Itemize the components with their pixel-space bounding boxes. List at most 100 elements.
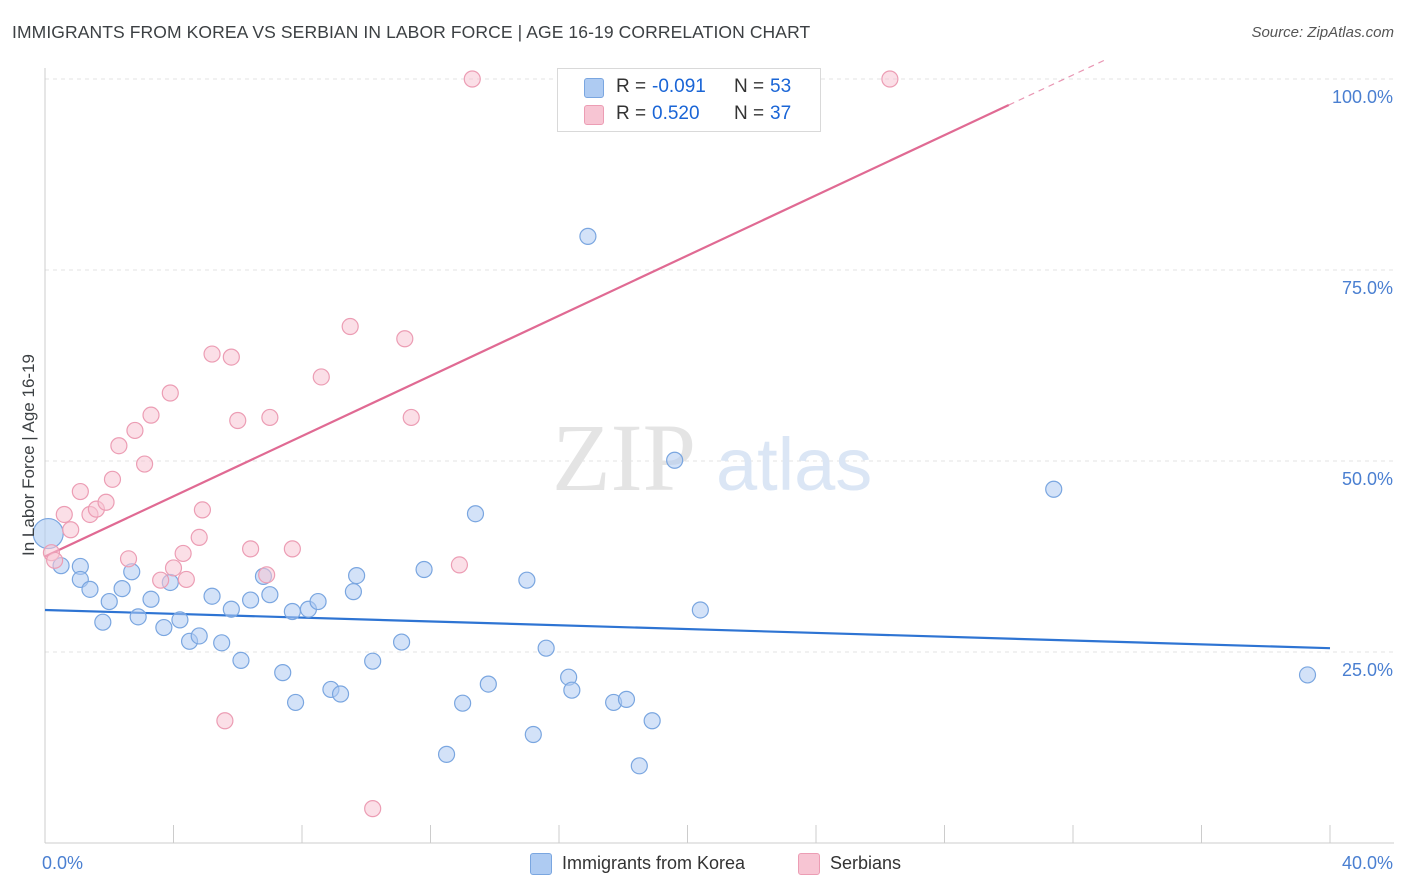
serbian-point	[71, 482, 89, 501]
korea-point	[666, 451, 684, 469]
serbian-point	[312, 368, 330, 386]
korea-point	[309, 592, 327, 611]
correlation-legend: R = -0.091 N = 53 R = 0.520 N = 37	[557, 68, 821, 132]
axes: 25.0% 50.0% 75.0% 100.0% 0.0% 40.0%	[42, 68, 1394, 873]
serbian-point	[103, 470, 122, 488]
korea-point	[142, 590, 160, 608]
serbian-point	[119, 550, 138, 568]
korea-point	[100, 592, 118, 611]
serbian-point	[881, 70, 899, 88]
korea-point	[331, 685, 350, 703]
serbian-trend-extension	[1008, 59, 1106, 106]
korea-point	[563, 681, 581, 699]
serbian-point	[126, 421, 144, 440]
legend-row-korea: R = -0.091 N = 53	[558, 74, 820, 101]
korea-point	[190, 627, 208, 645]
korea-point	[113, 579, 131, 598]
korea-r-value: -0.091	[652, 76, 706, 97]
y-tick-label: 25.0%	[1342, 660, 1393, 680]
serbian-point	[402, 408, 420, 427]
bottom-korea-label: Immigrants from Korea	[562, 853, 746, 873]
serbian-point	[258, 566, 276, 584]
korea-point	[537, 639, 555, 657]
korea-point	[213, 634, 231, 652]
y-tick-label: 50.0%	[1342, 469, 1393, 489]
bottom-serbian-swatch	[798, 853, 820, 875]
korea-point	[348, 566, 366, 585]
serbian-point	[242, 540, 260, 558]
korea-point	[94, 613, 112, 631]
serbian-point	[164, 559, 183, 577]
korea-point	[261, 586, 279, 604]
serbian-point	[283, 540, 301, 558]
korea-point	[203, 587, 221, 605]
serbian-point	[216, 712, 234, 730]
serbian-point	[174, 544, 192, 563]
korea-swatch	[584, 78, 604, 98]
y-tick-label: 75.0%	[1342, 278, 1393, 298]
data-points	[32, 70, 1317, 818]
serbian-point	[261, 408, 279, 427]
serbian-point	[463, 70, 481, 88]
serbian-point	[55, 505, 73, 524]
serbian-point	[364, 800, 382, 818]
korea-point	[1045, 480, 1063, 498]
serbian-r-label: R =	[616, 103, 647, 124]
korea-point	[81, 580, 99, 598]
serbian-point	[190, 528, 208, 547]
korea-point	[466, 505, 485, 523]
bottom-serbian-label: Serbians	[830, 853, 902, 873]
korea-point	[286, 693, 305, 712]
y-tick-label: 100.0%	[1332, 87, 1393, 107]
serbian-trend-line	[44, 104, 1010, 558]
watermark: ZIP atlas	[552, 404, 872, 511]
serbian-point	[142, 406, 160, 424]
korea-n-label: N =	[734, 76, 765, 97]
serbian-point	[229, 411, 247, 430]
serbian-point	[396, 330, 414, 348]
serbian-n-value: 37	[770, 103, 792, 124]
serbian-point	[161, 384, 179, 402]
korea-point	[524, 725, 542, 744]
korea-point	[454, 694, 472, 712]
watermark-atlas: atlas	[716, 423, 872, 506]
korea-point	[344, 583, 362, 601]
serbian-r-value: 0.520	[652, 103, 700, 124]
korea-point	[222, 600, 240, 618]
korea-point	[129, 608, 147, 626]
korea-r-label: R =	[616, 76, 647, 97]
korea-point	[1298, 666, 1317, 684]
source-label: Source: ZipAtlas.com	[1251, 24, 1394, 41]
serbian-point	[62, 521, 80, 539]
serbian-point	[203, 345, 221, 363]
serbian-point	[152, 571, 170, 589]
korea-point	[364, 652, 382, 670]
serbian-swatch	[584, 105, 604, 125]
korea-point	[155, 618, 173, 637]
korea-point	[232, 651, 250, 670]
korea-point	[691, 601, 709, 619]
serbian-point	[193, 501, 212, 519]
serbian-point	[46, 551, 64, 569]
korea-point	[630, 757, 648, 775]
y-axis-label: In Labor Force | Age 16-19	[19, 354, 38, 556]
korea-point	[283, 602, 301, 621]
serbian-point	[341, 317, 359, 336]
korea-point	[415, 560, 433, 579]
korea-point	[392, 633, 411, 651]
korea-trend-line	[44, 608, 1331, 650]
korea-point	[518, 571, 536, 589]
korea-point	[643, 712, 661, 730]
serbian-n-label: N =	[734, 103, 765, 124]
korea-point	[274, 664, 292, 682]
korea-point	[242, 591, 260, 609]
korea-point	[171, 611, 189, 629]
serbian-point	[97, 493, 115, 511]
korea-point	[437, 745, 456, 763]
gridlines	[45, 78, 1394, 653]
serbian-point	[135, 455, 154, 473]
bottom-korea-swatch	[530, 853, 552, 875]
x-tick-label: 40.0%	[1342, 853, 1393, 873]
serbian-point	[177, 570, 195, 589]
korea-point	[579, 227, 597, 245]
